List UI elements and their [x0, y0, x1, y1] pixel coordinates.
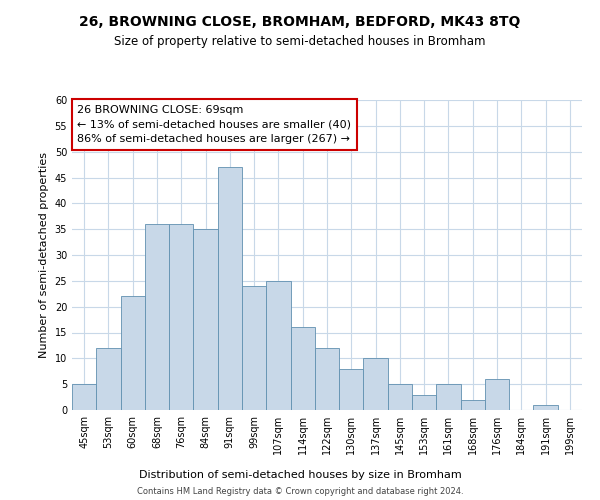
Text: Size of property relative to semi-detached houses in Bromham: Size of property relative to semi-detach…: [114, 35, 486, 48]
Bar: [412, 394, 436, 410]
Bar: [121, 296, 145, 410]
Text: Distribution of semi-detached houses by size in Bromham: Distribution of semi-detached houses by …: [139, 470, 461, 480]
Bar: [388, 384, 412, 410]
Bar: [218, 167, 242, 410]
Bar: [242, 286, 266, 410]
Y-axis label: Number of semi-detached properties: Number of semi-detached properties: [39, 152, 49, 358]
Bar: [436, 384, 461, 410]
Bar: [339, 368, 364, 410]
Bar: [72, 384, 96, 410]
Text: 26, BROWNING CLOSE, BROMHAM, BEDFORD, MK43 8TQ: 26, BROWNING CLOSE, BROMHAM, BEDFORD, MK…: [79, 15, 521, 29]
Text: 26 BROWNING CLOSE: 69sqm
← 13% of semi-detached houses are smaller (40)
86% of s: 26 BROWNING CLOSE: 69sqm ← 13% of semi-d…: [77, 104, 351, 144]
Bar: [315, 348, 339, 410]
Bar: [485, 379, 509, 410]
Bar: [193, 229, 218, 410]
Bar: [290, 328, 315, 410]
Bar: [461, 400, 485, 410]
Text: Contains HM Land Registry data © Crown copyright and database right 2024.
Contai: Contains HM Land Registry data © Crown c…: [118, 488, 482, 500]
Bar: [533, 405, 558, 410]
Bar: [169, 224, 193, 410]
Bar: [364, 358, 388, 410]
Bar: [145, 224, 169, 410]
Bar: [96, 348, 121, 410]
Bar: [266, 281, 290, 410]
